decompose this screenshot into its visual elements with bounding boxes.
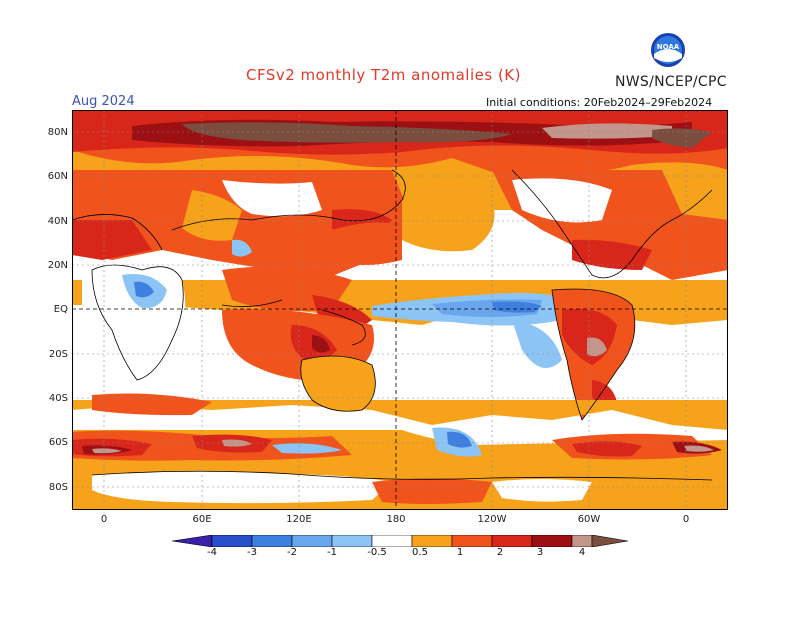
forecast-month: Aug 2024: [72, 94, 135, 109]
colorbar-swatch: [331, 535, 373, 547]
colorbar-swatch: [371, 535, 413, 547]
colorbar-label: 1: [456, 547, 464, 558]
colorbar-swatch: [571, 535, 593, 547]
lon-label: 0: [100, 514, 108, 525]
colorbar-swatch: [291, 535, 333, 547]
agency-label: NWS/NCEP/CPC: [615, 74, 727, 90]
colorbar-swatch: [491, 535, 533, 547]
lat-label: 60S: [48, 437, 68, 448]
colorbar-swatch: [172, 535, 213, 547]
lat-label: 20N: [47, 260, 68, 271]
lon-label: 0: [682, 514, 690, 525]
colorbar-label: -1: [327, 547, 337, 558]
lat-label: 80N: [47, 127, 68, 138]
colorbar-label: 2: [496, 547, 504, 558]
lon-label: 60E: [192, 514, 212, 525]
colorbar-label: -2: [287, 547, 297, 558]
lon-label: 120E: [286, 514, 312, 525]
colorbar-label: -0.5: [367, 547, 387, 558]
colorbar-swatch: [211, 535, 253, 547]
colorbar-label: 4: [578, 547, 586, 558]
colorbar-label: 3: [536, 547, 544, 558]
lat-label: EQ: [53, 304, 68, 315]
map-title: CFSv2 monthly T2m anomalies (K): [246, 66, 521, 84]
lat-label: 40N: [47, 216, 68, 227]
colorbar-swatch: [591, 535, 628, 547]
initial-conditions: Initial conditions: 20Feb2024–29Feb2024: [486, 96, 713, 109]
colorbar-label: 0.5: [412, 547, 428, 558]
svg-text:NOAA: NOAA: [657, 43, 680, 51]
lat-label: 60N: [47, 171, 68, 182]
colorbar-swatch: [411, 535, 453, 547]
lon-label: 120W: [477, 514, 507, 525]
lat-label: 20S: [48, 349, 68, 360]
anomaly-map: [72, 110, 728, 510]
colorbar-swatch: [531, 535, 573, 547]
colorbar-swatch: [451, 535, 493, 547]
lat-label: 80S: [48, 482, 68, 493]
lon-label: 60W: [577, 514, 601, 525]
colorbar-label: -4: [207, 547, 217, 558]
lat-label: 40S: [48, 393, 68, 404]
colorbar-swatch: [251, 535, 293, 547]
colorbar-label: -3: [247, 547, 257, 558]
lon-label: 180: [386, 514, 406, 525]
colorbar: [172, 535, 628, 547]
noaa-logo: NOAA: [651, 33, 685, 67]
